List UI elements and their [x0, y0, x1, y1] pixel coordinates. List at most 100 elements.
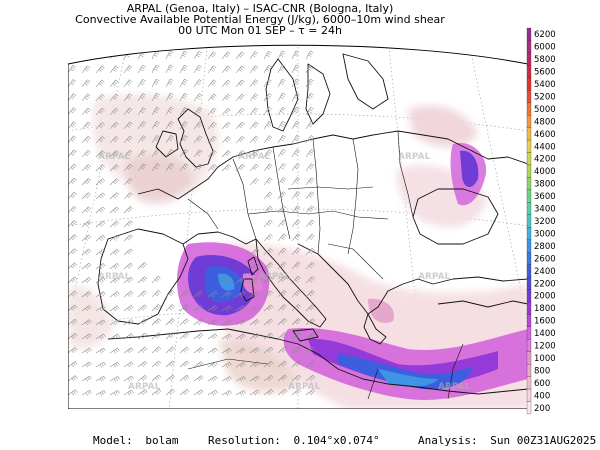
wind-barb	[109, 333, 120, 340]
wind-barb	[193, 65, 202, 74]
colorbar-swatch	[526, 376, 532, 390]
wind-barb	[291, 163, 300, 172]
wind-barb	[263, 332, 274, 340]
wind-barb	[305, 290, 315, 298]
wind-barb	[137, 64, 146, 74]
colorbar-label: 3800	[534, 180, 556, 190]
wind-barb	[68, 107, 77, 116]
wind-barb	[291, 191, 301, 200]
wind-barb	[291, 318, 301, 326]
wind-barb	[305, 205, 315, 214]
colorbar-swatch	[526, 326, 532, 340]
wind-barb	[179, 149, 189, 158]
wind-barb	[123, 347, 134, 354]
wind-barb	[305, 318, 315, 326]
wind-barb	[291, 261, 301, 270]
wind-barb	[235, 164, 245, 172]
watermark-text: ARPAL	[128, 382, 161, 392]
wind-barb	[263, 262, 273, 270]
header-line-3: 00 UTC Mon 01 SEP – τ = 24h	[178, 24, 342, 37]
wind-barb	[221, 164, 231, 172]
colorbar-label: 400	[534, 391, 550, 401]
wind-barb	[81, 375, 92, 382]
wind-barb	[137, 149, 147, 158]
wind-barb	[249, 163, 259, 172]
colorbar-label: 1600	[534, 317, 556, 327]
wind-barb	[68, 389, 78, 396]
wind-barb	[193, 135, 203, 144]
wind-barb	[81, 319, 92, 326]
colorbar-swatch	[526, 264, 532, 278]
wind-barb	[151, 360, 162, 368]
wind-barb	[81, 93, 91, 102]
wind-barb	[249, 262, 260, 270]
footer-model: Model: bolam	[93, 434, 179, 447]
wind-barb	[207, 361, 218, 368]
wind-barb	[249, 79, 259, 88]
wind-barb	[235, 291, 246, 298]
wind-barb	[207, 135, 217, 144]
wind-barb	[95, 305, 106, 312]
wind-barb	[221, 347, 232, 354]
wind-barb	[263, 234, 273, 242]
model-label: Model:	[93, 434, 133, 447]
wind-barb	[263, 360, 274, 368]
wind-barb	[305, 233, 315, 242]
colorbar-swatch	[526, 227, 532, 240]
header-line-2: Convective Available Potential Energy (J…	[75, 13, 445, 26]
wind-barb	[277, 191, 287, 200]
wind-barb	[95, 220, 106, 228]
wind-barb	[207, 291, 218, 298]
wind-barb	[291, 360, 302, 368]
wind-barb	[249, 178, 259, 186]
wind-barb	[221, 136, 231, 144]
wind-barb	[81, 262, 92, 270]
wind-barb	[123, 163, 133, 172]
wind-barb	[137, 375, 148, 382]
wind-barb	[137, 346, 148, 354]
wind-barb	[277, 106, 286, 116]
wind-barb	[249, 135, 259, 144]
wind-barb	[109, 79, 119, 88]
wind-barb	[151, 64, 160, 74]
wind-barb	[305, 247, 315, 256]
wind-barb	[95, 249, 106, 256]
colorbar-label: 3400	[534, 205, 556, 215]
wind-barb	[123, 361, 134, 368]
wind-barb	[305, 163, 315, 172]
wind-barb	[123, 192, 133, 200]
wind-barb	[81, 135, 91, 144]
wind-barb	[221, 79, 231, 88]
wind-barb	[263, 205, 273, 214]
wind-barb	[249, 361, 260, 368]
wind-barb	[263, 219, 273, 228]
colorbar-swatch	[526, 52, 532, 66]
wind-barb	[81, 164, 91, 172]
colorbar-swatch	[526, 314, 532, 327]
wind-barb	[109, 291, 120, 298]
wind-barb	[95, 390, 106, 396]
wind-barb	[109, 107, 119, 116]
watermark-text: ARPAL	[418, 272, 451, 282]
wind-barb	[81, 51, 91, 60]
colorbar-swatch	[526, 388, 532, 402]
wind-barb	[123, 262, 134, 270]
wind-barb	[109, 277, 120, 284]
wind-barb	[249, 319, 260, 326]
wind-barb	[68, 149, 77, 158]
colorbar-swatch	[526, 214, 532, 228]
wind-barb	[193, 163, 203, 172]
wind-barb	[193, 375, 204, 382]
wind-barb	[291, 205, 301, 214]
wind-barb	[95, 206, 106, 214]
wind-barb	[179, 50, 188, 60]
wind-barb	[179, 92, 188, 102]
wind-barb	[123, 135, 133, 144]
wind-barb	[95, 164, 105, 172]
wind-barb	[235, 93, 245, 102]
colorbar-swatch	[526, 177, 532, 191]
wind-barb	[81, 277, 92, 284]
colorbar-swatch	[526, 401, 532, 415]
wind-barb	[81, 234, 92, 242]
wind-barb	[179, 163, 189, 172]
